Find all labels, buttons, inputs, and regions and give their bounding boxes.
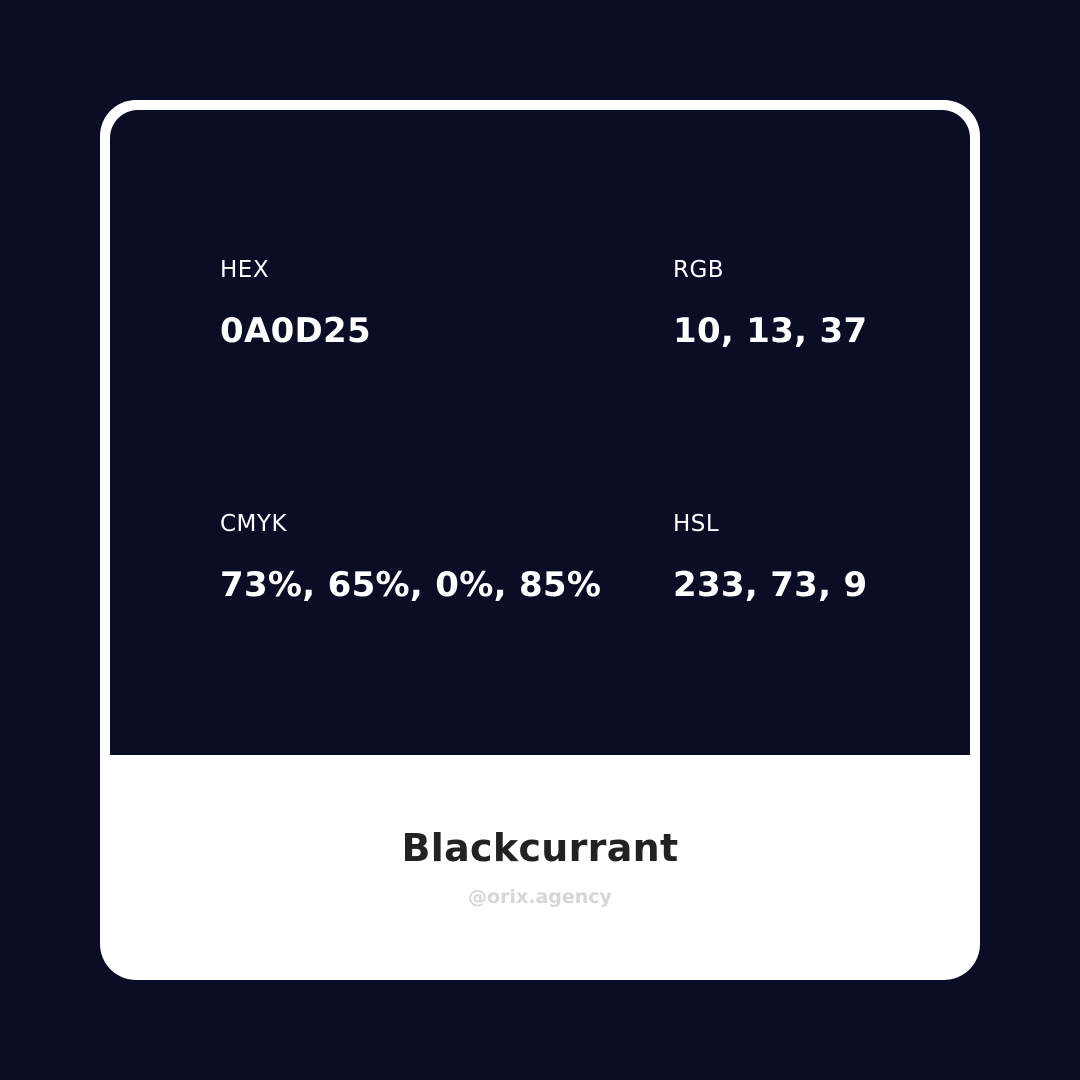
- color-swatch: HEX 0A0D25 RGB 10, 13, 37 CMYK 73%, 65%,…: [110, 110, 970, 755]
- cmyk-label: CMYK: [220, 511, 288, 537]
- hex-value: 0A0D25: [220, 311, 371, 351]
- color-card: HEX 0A0D25 RGB 10, 13, 37 CMYK 73%, 65%,…: [100, 100, 980, 980]
- card-footer: Blackcurrant @orix.agency: [100, 755, 980, 980]
- cmyk-info: CMYK 73%, 65%, 0%, 85%: [220, 510, 601, 605]
- hsl-value: 233, 73, 9: [673, 565, 868, 605]
- cmyk-value: 73%, 65%, 0%, 85%: [220, 565, 602, 605]
- agency-handle: @orix.agency: [468, 886, 612, 908]
- hex-label: HEX: [220, 257, 270, 283]
- hex-info: HEX 0A0D25: [220, 256, 371, 351]
- rgb-label: RGB: [673, 257, 725, 283]
- color-name: Blackcurrant: [401, 826, 679, 870]
- rgb-value: 10, 13, 37: [673, 311, 868, 351]
- rgb-info: RGB 10, 13, 37: [673, 256, 867, 351]
- hsl-label: HSL: [673, 511, 720, 537]
- hsl-info: HSL 233, 73, 9: [673, 510, 867, 605]
